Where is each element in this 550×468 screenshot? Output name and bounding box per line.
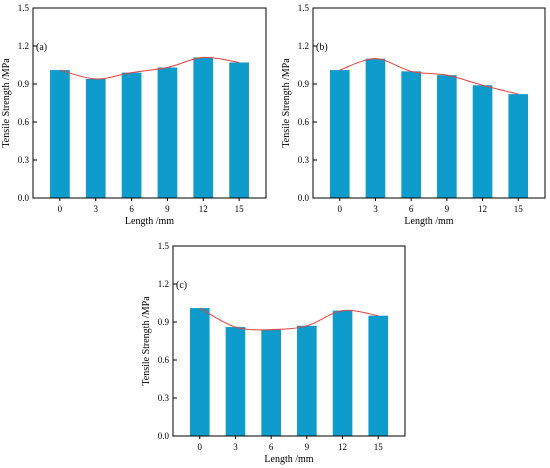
x-tick-label: 12 [199,204,208,214]
x-axis-label: Length /mm [264,454,313,465]
trend-line [59,56,240,80]
y-tick-label: 1.5 [158,241,170,251]
x-tick-label: 9 [165,204,170,214]
bar-6 [401,71,421,198]
bar-6 [261,329,281,436]
x-tick-label: 12 [338,442,347,452]
bar-6 [121,72,142,198]
y-tick-label: 1.2 [298,41,309,51]
bar-15 [368,315,389,436]
bar-0 [329,70,350,198]
y-axis-label: Tensile Strength /MPa [141,296,152,386]
y-tick-label: 0.3 [158,393,170,403]
bar-9 [437,75,457,198]
y-tick-label: 0.0 [18,193,30,203]
y-tick-label: 0.0 [158,431,170,441]
bar-12 [472,85,493,198]
y-tick-label: 1.2 [18,41,29,51]
bar-3 [85,78,106,198]
y-tick-label: 1.5 [298,3,310,13]
x-tick-label: 6 [409,204,414,214]
x-tick-label: 6 [129,204,134,214]
x-tick-label: 3 [373,204,378,214]
y-tick-label: 0.6 [18,117,30,127]
x-tick-label: 15 [235,204,245,214]
x-axis-label: Length /mm [125,216,174,227]
y-tick-label: 0.6 [158,355,170,365]
bar-3 [365,58,386,198]
trend-line [339,58,519,95]
x-tick-label: 12 [478,204,487,214]
x-tick-label: 15 [374,442,384,452]
x-tick-label: 0 [198,442,203,452]
y-axis-label: Tensile Strength /MPa [281,58,292,148]
y-tick-label: 0.6 [298,117,310,127]
bar-15 [229,62,249,198]
x-tick-label: 9 [305,442,310,452]
x-tick-label: 15 [514,204,524,214]
x-tick-label: 3 [233,442,238,452]
x-tick-label: 0 [338,204,343,214]
chart-panel-2: 0.0 0.3 0.6 0.9 1.2 1.5 0 3 6 9 12 15 Length /mm Tens… [281,3,546,227]
panel-label: (b) [316,42,328,53]
panel-label: (c) [176,280,187,291]
y-axis-label: Tensile Strength /MPa [1,58,12,148]
x-axis-label: Length /mm [404,216,453,227]
x-tick-label: 9 [445,204,450,214]
bar-15 [508,94,529,198]
chart-panel-1: 0.0 0.3 0.6 0.9 1.2 1.5 0 3 6 9 12 15 Length /mm Tens… [1,3,267,227]
x-tick-label: 0 [58,204,63,214]
x-tick-label: 3 [93,204,98,214]
y-tick-label: 0.3 [298,155,310,165]
y-tick-label: 0.9 [18,79,30,89]
y-tick-label: 0.0 [298,193,310,203]
y-tick-label: 0.3 [18,155,30,165]
bar-9 [157,67,178,198]
panel-label: (a) [36,42,47,53]
plot-frame [312,7,546,199]
y-tick-label: 0.9 [158,317,170,327]
x-tick-label: 6 [269,442,274,452]
bar-12 [332,310,353,436]
chart-panel-3: 0.0 0.3 0.6 0.9 1.2 1.5 0 3 6 9 12 15 Length /mm Tens… [141,241,406,465]
plot-frame [32,7,267,199]
bar-0 [50,70,70,198]
plot-frame [172,245,406,437]
bar-3 [225,327,246,436]
bar-0 [189,308,210,436]
bar-9 [297,325,317,436]
trend-line [199,307,379,331]
y-tick-label: 1.2 [158,279,169,289]
bar-12 [193,57,214,199]
y-tick-label: 1.5 [18,3,30,13]
y-tick-label: 0.9 [298,79,310,89]
